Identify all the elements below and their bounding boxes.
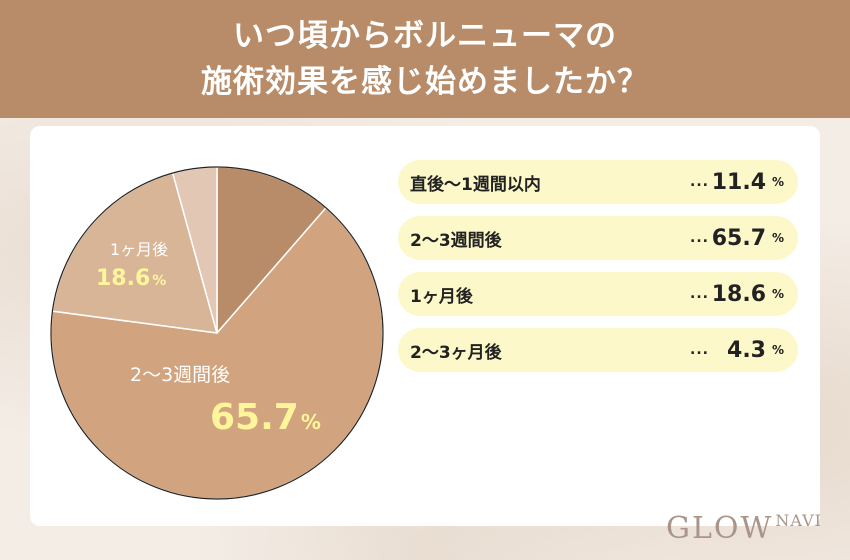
legend-dots: ... <box>690 286 709 302</box>
glow-navi-logo: GLOW NAVI <box>666 511 822 546</box>
legend-value: 18.6 <box>711 281 766 307</box>
legend-value: 65.7 <box>711 225 766 251</box>
legend-unit: % <box>771 343 784 357</box>
pie-label-category: 2〜3週間後 <box>130 364 231 386</box>
legend-dots: ... <box>690 342 709 358</box>
legend-unit: % <box>771 175 784 189</box>
legend-category: 1ヶ月後 <box>410 286 473 307</box>
legend-category: 直後〜1週間以内 <box>410 174 541 195</box>
legend-value: 4.3 <box>727 337 766 363</box>
legend-item-two-three-months: 2〜3ヶ月後 ... 4.3 % <box>398 328 798 372</box>
header-title-line-1: いつ頃からボルニューマの <box>233 18 617 54</box>
legend-item-immediate: 直後〜1週間以内 ... 11.4 % <box>398 160 798 204</box>
pie-label-value: 65.7% <box>210 397 321 438</box>
legend-category: 2〜3週間後 <box>410 230 502 251</box>
legend-dots: ... <box>690 230 709 246</box>
legend-category: 2〜3ヶ月後 <box>410 342 502 363</box>
legend-dots: ... <box>690 174 709 190</box>
legend-item-two-three-weeks: 2〜3週間後 ... 65.7 % <box>398 216 798 260</box>
page-header: いつ頃からボルニューマの 施術効果を感じ始めましたか？ <box>0 0 850 118</box>
pie-label-one-month: 1ヶ月後 18.6% <box>96 236 169 291</box>
legend-value: 11.4 <box>711 169 766 195</box>
header-title-line-2: 施術効果を感じ始めましたか？ <box>201 64 649 100</box>
legend: 直後〜1週間以内 ... 11.4 % 2〜3週間後 ... 65.7 % 1ヶ… <box>398 160 798 384</box>
pie-label-value: 18.6% <box>96 266 167 291</box>
legend-unit: % <box>771 287 784 301</box>
pie-label-two-three-weeks: 2〜3週間後 65.7% <box>130 360 321 438</box>
legend-item-one-month: 1ヶ月後 ... 18.6 % <box>398 272 798 316</box>
pie-label-category: 1ヶ月後 <box>110 240 169 259</box>
legend-unit: % <box>771 231 784 245</box>
pie-outline <box>50 166 384 500</box>
